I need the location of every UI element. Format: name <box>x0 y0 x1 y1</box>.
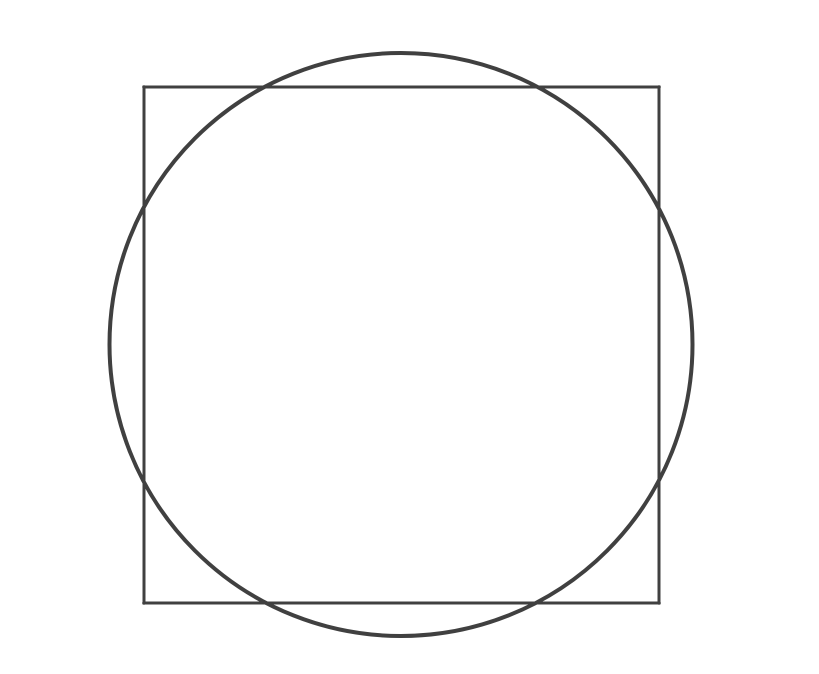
square-shape <box>142 85 661 605</box>
circle-left-point <box>107 342 112 347</box>
vertex-bottom-right <box>657 601 661 605</box>
vertex-markers <box>107 85 695 605</box>
vertex-top-left <box>142 85 146 89</box>
circle-right-point <box>690 342 695 347</box>
vertex-top-right <box>657 85 661 89</box>
vertex-bottom-left <box>142 601 146 605</box>
